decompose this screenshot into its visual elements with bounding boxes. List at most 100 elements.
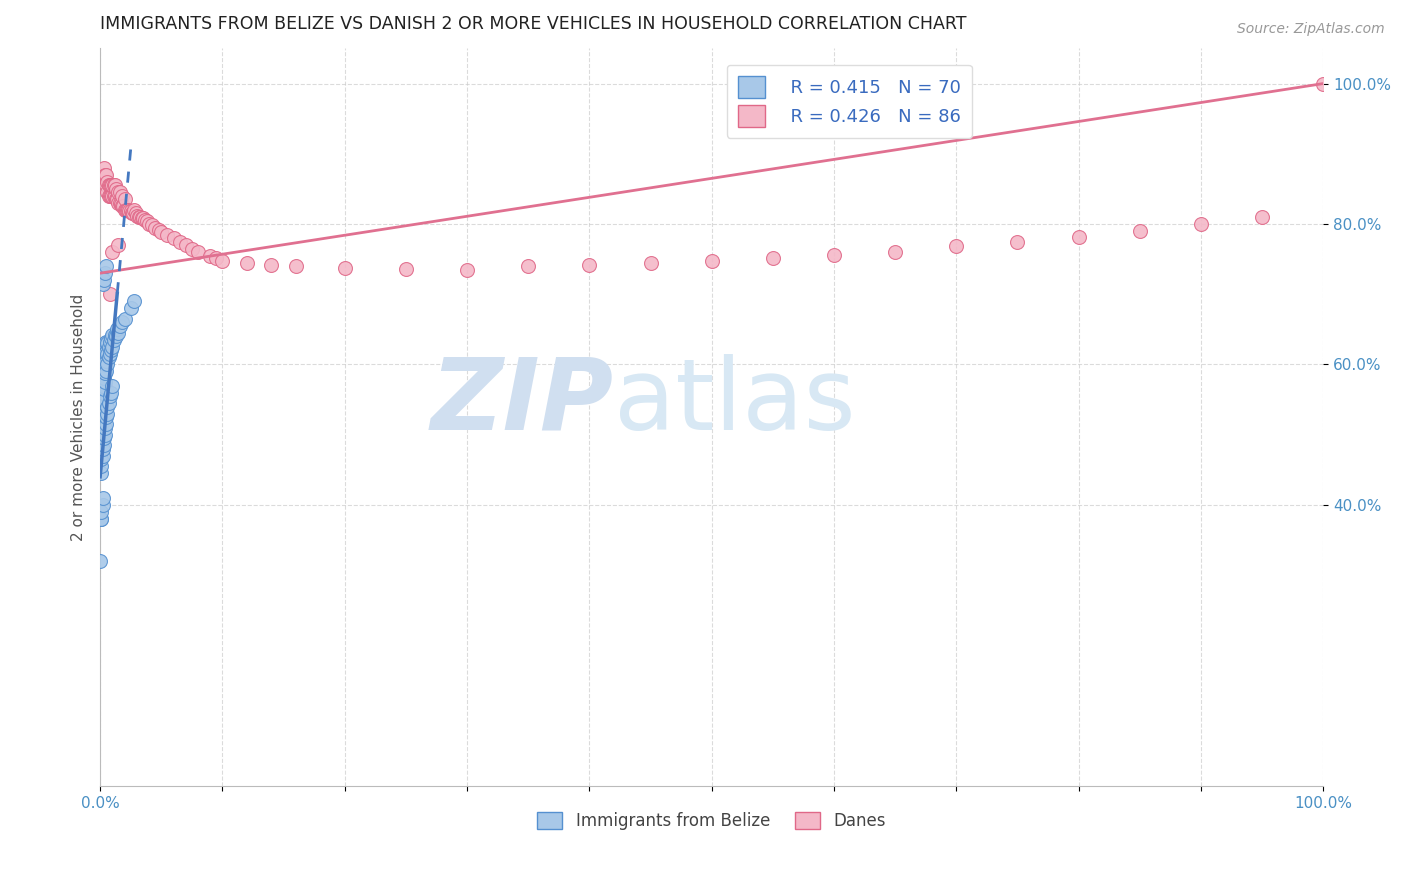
Point — [105, 193, 128, 207]
Point — [823, 248, 845, 262]
Point — [96, 336, 118, 351]
Point — [107, 186, 129, 200]
Point — [117, 202, 139, 217]
Point — [98, 389, 121, 403]
Point — [94, 427, 117, 442]
Point — [98, 178, 121, 193]
Point — [107, 238, 129, 252]
Point — [125, 209, 148, 223]
Point — [93, 431, 115, 445]
Point — [128, 210, 150, 224]
Point — [1312, 77, 1334, 91]
Point — [118, 204, 141, 219]
Point — [101, 378, 124, 392]
Point — [156, 227, 179, 242]
Point — [91, 385, 114, 400]
Point — [107, 196, 129, 211]
Point — [101, 178, 124, 193]
Point — [96, 417, 118, 431]
Point — [124, 202, 146, 217]
Point — [96, 178, 118, 193]
Point — [90, 434, 112, 449]
Point — [333, 260, 356, 275]
Point — [141, 219, 163, 233]
Point — [122, 206, 145, 220]
Point — [97, 340, 120, 354]
Point — [94, 347, 117, 361]
Point — [96, 259, 118, 273]
Point — [90, 420, 112, 434]
Point — [108, 186, 131, 200]
Point — [135, 214, 157, 228]
Point — [104, 178, 127, 193]
Point — [96, 400, 118, 414]
Point — [96, 334, 118, 349]
Point — [94, 420, 117, 434]
Point — [93, 273, 115, 287]
Point — [260, 258, 283, 272]
Text: IMMIGRANTS FROM BELIZE VS DANISH 2 OR MORE VEHICLES IN HOUSEHOLD CORRELATION CHA: IMMIGRANTS FROM BELIZE VS DANISH 2 OR MO… — [100, 15, 967, 33]
Point — [114, 202, 136, 217]
Point — [94, 266, 117, 280]
Point — [578, 258, 600, 272]
Point — [640, 256, 662, 270]
Point — [90, 512, 112, 526]
Point — [93, 382, 115, 396]
Point — [93, 347, 115, 361]
Point — [114, 193, 136, 207]
Point — [91, 491, 114, 505]
Point — [105, 182, 128, 196]
Point — [97, 189, 120, 203]
Point — [143, 220, 166, 235]
Point — [98, 347, 121, 361]
Point — [98, 334, 121, 349]
Point — [111, 199, 134, 213]
Point — [104, 189, 127, 203]
Point — [90, 512, 112, 526]
Point — [98, 287, 121, 301]
Point — [114, 202, 136, 217]
Point — [174, 238, 197, 252]
Point — [700, 253, 723, 268]
Point — [91, 442, 114, 456]
Point — [1007, 235, 1029, 249]
Point — [93, 371, 115, 385]
Point — [90, 505, 112, 519]
Point — [94, 366, 117, 380]
Point — [104, 328, 127, 343]
Point — [114, 311, 136, 326]
Point — [91, 407, 114, 421]
Y-axis label: 2 or more Vehicles in Household: 2 or more Vehicles in Household — [72, 293, 86, 541]
Point — [120, 204, 142, 219]
Point — [180, 242, 202, 256]
Point — [124, 206, 146, 220]
Point — [97, 351, 120, 365]
Point — [93, 392, 115, 407]
Point — [96, 186, 118, 200]
Point — [96, 354, 118, 368]
Point — [1129, 224, 1152, 238]
Point — [96, 344, 118, 359]
Text: ZIP: ZIP — [430, 354, 614, 450]
Point — [284, 259, 307, 273]
Point — [132, 211, 155, 226]
Point — [124, 294, 146, 309]
Point — [101, 189, 124, 203]
Point — [236, 255, 259, 269]
Text: Source: ZipAtlas.com: Source: ZipAtlas.com — [1237, 22, 1385, 37]
Point — [90, 452, 112, 467]
Point — [103, 333, 125, 347]
Point — [96, 175, 118, 189]
Point — [138, 217, 160, 231]
Point — [200, 249, 222, 263]
Point — [101, 328, 124, 343]
Point — [945, 239, 967, 253]
Point — [107, 326, 129, 340]
Point — [131, 211, 153, 226]
Point — [90, 459, 112, 474]
Point — [93, 364, 115, 378]
Point — [96, 382, 118, 396]
Point — [91, 396, 114, 410]
Point — [100, 178, 122, 193]
Point — [91, 378, 114, 392]
